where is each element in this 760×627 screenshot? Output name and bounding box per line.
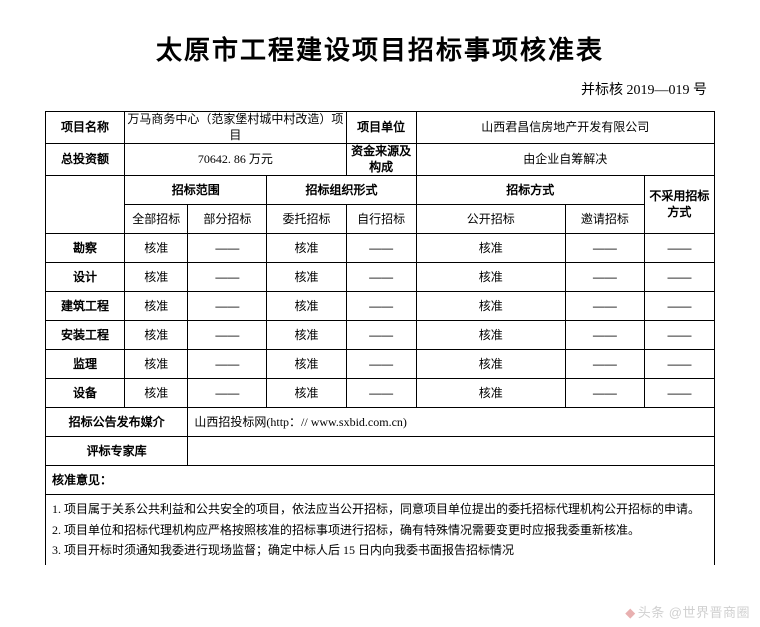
label-total-investment: 总投资额 (46, 144, 125, 176)
row-label: 建筑工程 (46, 292, 125, 321)
watermark-icon: ◆ (625, 605, 636, 620)
cell: 核准 (416, 292, 565, 321)
row-label: 安装工程 (46, 321, 125, 350)
cell: 核准 (267, 321, 346, 350)
header-no-bid: 不采用招标方式 (644, 176, 714, 234)
label-fund-source: 资金来源及构成 (346, 144, 416, 176)
cell: —— (644, 350, 714, 379)
cell: —— (346, 292, 416, 321)
label-project-name: 项目名称 (46, 112, 125, 144)
cell: 核准 (125, 350, 188, 379)
header-bid-scope: 招标范围 (125, 176, 267, 205)
cell: —— (644, 379, 714, 408)
cell: —— (188, 350, 267, 379)
value-project-name: 万马商务中心（范家堡村城中村改造）项目 (125, 112, 346, 144)
cell: 核准 (125, 263, 188, 292)
header-bid-org-form: 招标组织形式 (267, 176, 416, 205)
cell: —— (346, 263, 416, 292)
header-self-bid: 自行招标 (346, 205, 416, 234)
cell: —— (188, 379, 267, 408)
cell: 核准 (416, 263, 565, 292)
cell: 核准 (416, 350, 565, 379)
header-entrust-bid: 委托招标 (267, 205, 346, 234)
cell: —— (565, 321, 644, 350)
cell: —— (188, 321, 267, 350)
value-total-investment: 70642. 86 万元 (125, 144, 346, 176)
table-row: 监理 核准 —— 核准 —— 核准 —— —— (46, 350, 715, 379)
cell: —— (346, 234, 416, 263)
row-label: 监理 (46, 350, 125, 379)
cell: —— (644, 321, 714, 350)
page-title: 太原市工程建设项目招标事项核准表 (45, 30, 715, 67)
cell: 核准 (267, 350, 346, 379)
label-announce-media: 招标公告发布媒介 (46, 408, 188, 437)
cell: —— (565, 234, 644, 263)
header-invite-bid: 邀请招标 (565, 205, 644, 234)
cell: —— (644, 292, 714, 321)
cell: —— (346, 321, 416, 350)
header-partial-bid: 部分招标 (188, 205, 267, 234)
cell: 核准 (267, 379, 346, 408)
cell: 核准 (125, 234, 188, 263)
table-row: 设计 核准 —— 核准 —— 核准 —— —— (46, 263, 715, 292)
cell: —— (346, 379, 416, 408)
cell: 核准 (125, 292, 188, 321)
value-review-expert (188, 437, 715, 466)
header-full-bid: 全部招标 (125, 205, 188, 234)
cell: —— (565, 263, 644, 292)
cell: 核准 (416, 321, 565, 350)
value-fund-source: 由企业自筹解决 (416, 144, 714, 176)
opinion-line-3: 3. 项目开标时须通知我委进行现场监督；确定中标人后 15 日内向我委书面报告招… (52, 540, 708, 560)
table-row: 勘察 核准 —— 核准 —— 核准 —— —— (46, 234, 715, 263)
row-label: 设计 (46, 263, 125, 292)
cell: 核准 (267, 234, 346, 263)
cell: —— (565, 350, 644, 379)
cell: —— (644, 234, 714, 263)
row-label: 设备 (46, 379, 125, 408)
cell: 核准 (125, 379, 188, 408)
label-project-unit: 项目单位 (346, 112, 416, 144)
approval-table: 项目名称 万马商务中心（范家堡村城中村改造）项目 项目单位 山西君昌信房地产开发… (45, 111, 715, 565)
cell: —— (644, 263, 714, 292)
label-review-expert: 评标专家库 (46, 437, 188, 466)
cell: —— (565, 379, 644, 408)
cell: —— (346, 350, 416, 379)
header-bid-method: 招标方式 (416, 176, 644, 205)
header-public-bid: 公开招标 (416, 205, 565, 234)
cell: 核准 (267, 263, 346, 292)
watermark: ◆头条 @世界晋商圈 (625, 602, 750, 621)
opinion-body: 1. 项目属于关系公共利益和公共安全的项目，依法应当公开招标，同意项目单位提出的… (46, 495, 715, 565)
table-row: 建筑工程 核准 —— 核准 —— 核准 —— —— (46, 292, 715, 321)
value-project-unit: 山西君昌信房地产开发有限公司 (416, 112, 714, 144)
watermark-text: 头条 @世界晋商圈 (638, 605, 750, 620)
row-label: 勘察 (46, 234, 125, 263)
cell: 核准 (267, 292, 346, 321)
cell: —— (565, 292, 644, 321)
cell: —— (188, 292, 267, 321)
cell: —— (188, 234, 267, 263)
document-number: 并标核 2019—019 号 (45, 79, 715, 99)
table-row: 安装工程 核准 —— 核准 —— 核准 —— —— (46, 321, 715, 350)
table-row: 设备 核准 —— 核准 —— 核准 —— —— (46, 379, 715, 408)
cell: 核准 (125, 321, 188, 350)
opinion-line-1: 1. 项目属于关系公共利益和公共安全的项目，依法应当公开招标，同意项目单位提出的… (52, 499, 708, 519)
value-announce-media: 山西招投标网(http：// www.sxbid.com.cn) (188, 408, 715, 437)
cell: —— (188, 263, 267, 292)
label-opinion: 核准意见： (46, 466, 715, 495)
opinion-line-2: 2. 项目单位和招标代理机构应严格按照核准的招标事项进行招标，确有特殊情况需要变… (52, 520, 708, 540)
cell: 核准 (416, 379, 565, 408)
cell: 核准 (416, 234, 565, 263)
